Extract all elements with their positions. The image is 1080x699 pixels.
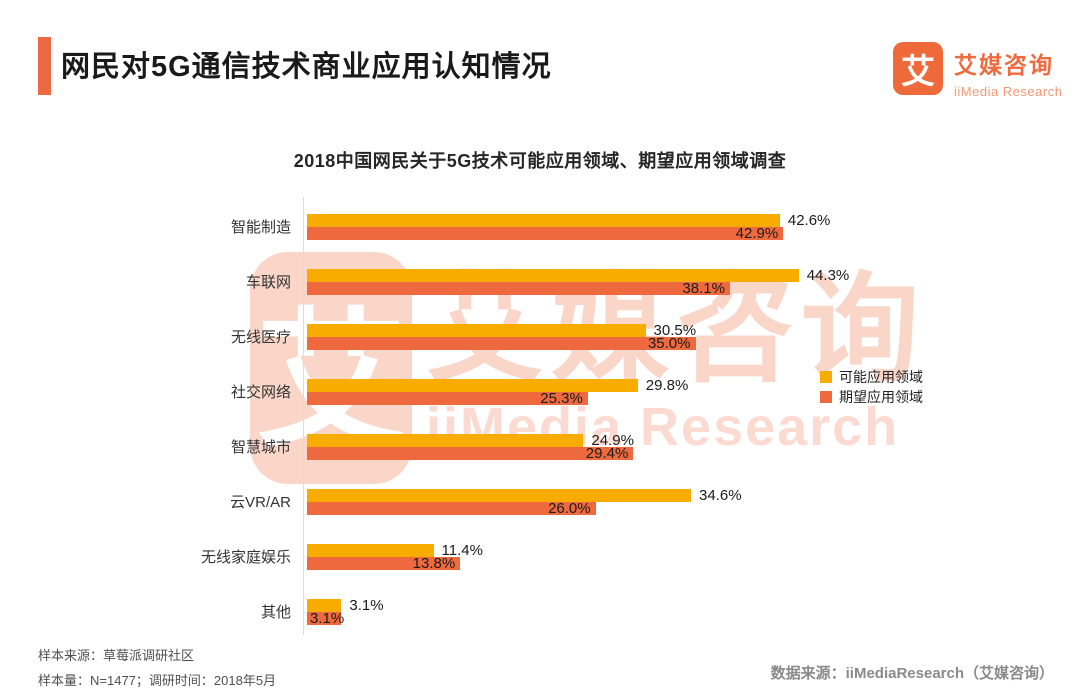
chart-legend: 可能应用领域 期望应用领域 <box>820 367 923 407</box>
value-label-possible: 24.9% <box>591 431 634 449</box>
bar-possible <box>307 378 638 392</box>
category-label: 其他 <box>260 604 291 621</box>
chart-row: 云VR/AR 34.6% 26.0% <box>160 474 820 529</box>
bar-pair: 44.3% 38.1% <box>305 268 849 297</box>
iimedia-logo: 艾 艾媒咨询 iiMedia Research <box>893 42 1062 99</box>
bar-possible <box>307 433 584 447</box>
chart-row: 社交网络 29.8% 25.3% <box>160 364 820 419</box>
bar-possible <box>307 488 692 502</box>
chart-axis-line <box>303 197 304 635</box>
bar-pair: 11.4% 13.8% <box>305 541 820 572</box>
legend-swatch-possible-icon <box>820 371 832 383</box>
chart-row: 其他 3.1% 3.1% <box>160 584 820 639</box>
bar-possible <box>307 213 780 227</box>
data-source-note: 数据来源：iiMediaResearch（艾媒咨询） <box>770 665 1054 682</box>
iimedia-logo-icon: 艾 <box>893 42 943 95</box>
chart-row: 车联网 44.3% 38.1% <box>160 254 849 309</box>
value-label-expected: 38.1% <box>682 279 725 297</box>
chart-title: 2018中国网民关于5G技术可能应用领域、期望应用领域调查 <box>293 151 787 171</box>
value-label-expected: 42.9% <box>735 224 779 242</box>
legend-label-possible: 可能应用领域 <box>839 369 923 385</box>
category-label: 无线家庭娱乐 <box>200 549 291 566</box>
chart-rows: 智能制造 42.6% 42.9% 车联网 44.3% 38.1% 无线医疗 30.5% 35.0… <box>160 199 849 639</box>
legend-swatch-expected-icon <box>820 391 832 403</box>
value-label-possible: 29.8% <box>645 376 689 394</box>
legend-item-expected: 期望应用领域 <box>820 387 923 407</box>
value-label-expected: 3.1% <box>310 609 345 627</box>
title-accent-bar <box>38 37 51 95</box>
legend-item-possible: 可能应用领域 <box>820 367 923 387</box>
value-label-expected: 35.0% <box>647 334 691 352</box>
bar-expected <box>307 336 696 350</box>
bar-expected <box>307 611 342 625</box>
chart-row: 无线医疗 30.5% 35.0% <box>160 309 820 364</box>
logo-names: 艾媒咨询 iiMedia Research <box>954 42 1062 99</box>
value-label-possible: 11.4% <box>441 541 483 559</box>
category-label: 社交网络 <box>230 384 291 401</box>
bar-expected <box>307 556 461 570</box>
bar-pair: 34.6% 26.0% <box>305 486 820 517</box>
bar-possible <box>307 268 799 282</box>
bar-pair: 29.8% 25.3% <box>305 376 820 407</box>
value-label-expected: 29.4% <box>585 444 629 462</box>
logo-name-cn: 艾媒咨询 <box>954 52 1054 78</box>
bar-expected <box>307 391 588 405</box>
category-label: 云VR/AR <box>230 494 291 511</box>
category-label: 智慧城市 <box>230 439 291 456</box>
value-label-expected: 26.0% <box>548 499 591 517</box>
bar-possible <box>307 323 646 337</box>
chart-row: 无线家庭娱乐 11.4% 13.8% <box>160 529 820 584</box>
category-label: 无线医疗 <box>230 329 291 346</box>
bar-pair: 30.5% 35.0% <box>305 321 820 352</box>
bar-pair: 42.6% 42.9% <box>305 213 830 242</box>
logo-name-en: iiMedia Research <box>954 84 1063 99</box>
category-label: 车联网 <box>245 274 291 291</box>
value-label-possible: 30.5% <box>653 321 697 339</box>
value-label-possible: 42.6% <box>787 211 831 229</box>
value-label-expected: 13.8% <box>412 554 456 572</box>
bar-pair: 3.1% 3.1% <box>305 596 820 627</box>
bar-pair: 24.9% 29.4% <box>305 431 820 462</box>
chart-row: 智能制造 42.6% 42.9% <box>160 199 830 254</box>
value-label-possible: 34.6% <box>699 486 742 504</box>
value-label-possible: 3.1% <box>349 596 384 614</box>
bar-expected <box>307 501 596 515</box>
bar-expected <box>307 281 730 295</box>
bar-expected <box>307 226 784 240</box>
sample-size-note: 样本量：N=1477；调研时间：2018年5月 <box>38 673 277 688</box>
bar-expected <box>307 446 634 460</box>
bar-possible <box>307 543 434 557</box>
category-label: 智能制造 <box>230 219 291 236</box>
legend-label-expected: 期望应用领域 <box>839 389 923 405</box>
page-title: 网民对5G通信技术商业应用认知情况 <box>61 51 552 83</box>
value-label-possible: 44.3% <box>806 266 850 284</box>
sample-source-note: 样本来源：草莓派调研社区 <box>38 648 195 663</box>
chart-row: 智慧城市 24.9% 29.4% <box>160 419 820 474</box>
value-label-expected: 25.3% <box>540 389 583 407</box>
bar-possible <box>307 598 342 612</box>
